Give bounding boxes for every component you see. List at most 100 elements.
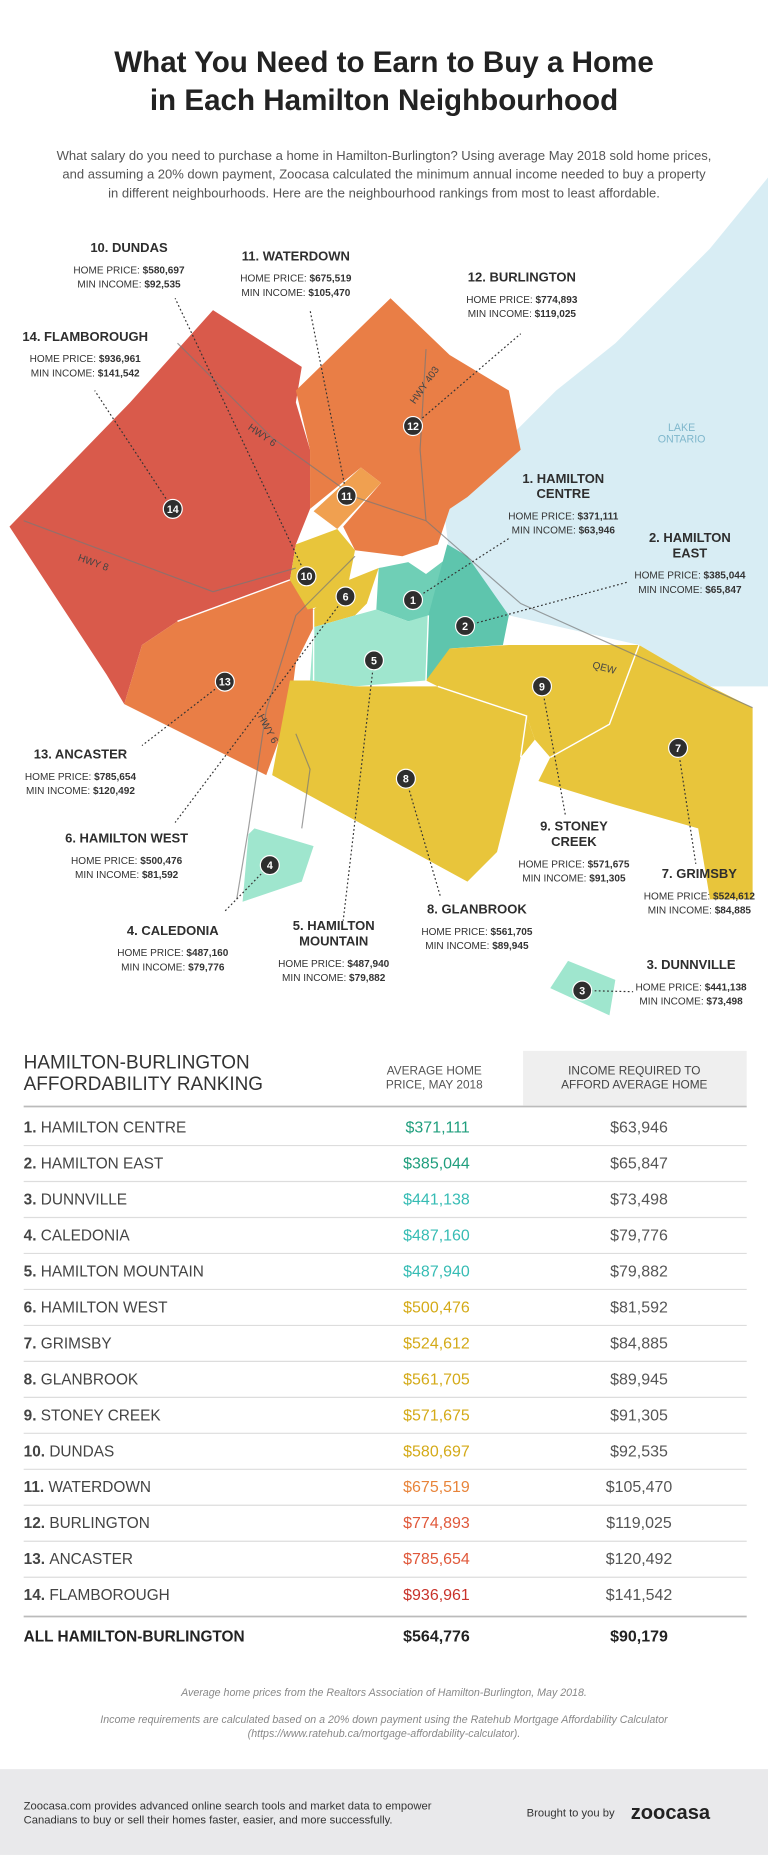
leader-line <box>541 686 567 817</box>
region-name: CREEK <box>551 834 597 849</box>
rank: 12. <box>24 1515 45 1532</box>
income-value: $63,946 <box>579 526 616 537</box>
region-name: 9. STONEY <box>540 819 608 834</box>
price-label: HOME PRICE: <box>466 295 532 306</box>
row-name: 14. FLAMBOROUGH <box>24 1587 170 1604</box>
row-income: $81,592 <box>610 1299 668 1316</box>
row-name: 8. GLANBROOK <box>24 1371 139 1388</box>
region-name: 13. ANCASTER <box>34 747 128 762</box>
income-value: $89,945 <box>492 941 529 952</box>
intro: and assuming a 20% down payment, Zoocasa… <box>62 167 706 182</box>
name: DUNDAS <box>49 1443 114 1460</box>
name: CALEDONIA <box>41 1227 131 1244</box>
price-label: HOME PRICE: <box>518 859 584 870</box>
name: FLAMBOROUGH <box>49 1587 169 1604</box>
income-label: MIN INCOME: <box>648 906 712 917</box>
marker <box>335 586 356 607</box>
region-name: 10. DUNDAS <box>90 240 168 255</box>
marker-number: 11 <box>341 491 352 503</box>
income-value: $92,535 <box>144 280 181 291</box>
region-income: MIN INCOME: $63,946 <box>512 526 616 537</box>
region-price: HOME PRICE: $561,705 <box>421 927 533 938</box>
price-label: HOME PRICE: <box>644 891 710 902</box>
rank: 3. <box>24 1191 37 1208</box>
row-price: $675,519 <box>403 1479 470 1496</box>
row-name: 6. HAMILTON WEST <box>24 1299 168 1316</box>
leader-line <box>174 297 308 577</box>
price-value: $371,111 <box>577 512 618 523</box>
income-label: MIN INCOME: <box>425 941 489 952</box>
row-name: 5. HAMILTON MOUNTAIN <box>24 1263 204 1280</box>
income-value: $79,776 <box>188 962 225 973</box>
marker <box>259 855 280 876</box>
region-price: HOME PRICE: $524,612 <box>644 891 756 902</box>
price-label: HOME PRICE: <box>117 948 183 959</box>
income-value: $65,847 <box>705 585 742 596</box>
income-label: MIN INCOME: <box>282 973 346 984</box>
rank: 14. <box>24 1587 45 1604</box>
lake-label: LAKE <box>668 422 695 434</box>
region-hamilton-mountain <box>310 609 429 687</box>
rank: 4. <box>24 1227 37 1244</box>
price-label: HOME PRICE: <box>421 927 487 938</box>
row-income: $65,847 <box>610 1155 668 1172</box>
roads <box>23 342 753 900</box>
income-header-bg <box>523 1050 747 1106</box>
price-label: HOME PRICE: <box>71 856 137 867</box>
row-income: $79,882 <box>610 1263 668 1280</box>
income-value: $141,542 <box>98 368 140 379</box>
name: BURLINGTON <box>49 1515 150 1532</box>
region-price: HOME PRICE: $500,476 <box>71 856 183 867</box>
marker <box>531 676 553 697</box>
region-income: MIN INCOME: $79,776 <box>121 962 225 973</box>
row-income: $92,535 <box>610 1443 668 1460</box>
note: Income requirements are calculated based… <box>100 1714 668 1726</box>
row-name: 2. HAMILTON EAST <box>24 1155 164 1172</box>
price-value: $487,160 <box>186 948 228 959</box>
lake-label: ONTARIO <box>658 434 706 446</box>
region-price: HOME PRICE: $675,519 <box>240 274 352 285</box>
region-income: MIN INCOME: $79,882 <box>282 973 386 984</box>
marker-number: 2 <box>462 621 468 633</box>
marker <box>572 980 593 1001</box>
region-price: HOME PRICE: $441,138 <box>636 983 748 994</box>
note: (https://www.ratehub.ca/mortgage-afforda… <box>248 1728 521 1740</box>
intro: What salary do you need to purchase a ho… <box>57 148 712 163</box>
row-price: $441,138 <box>403 1191 470 1208</box>
row-income: $73,498 <box>610 1191 668 1208</box>
price-value: $385,044 <box>704 571 746 582</box>
marker-number: 4 <box>267 860 273 872</box>
brought-by: Brought to you by <box>527 1807 615 1819</box>
region-name: 14. FLAMBOROUGH <box>22 329 148 344</box>
region-name: CENTRE <box>537 486 591 501</box>
price-value: $936,961 <box>99 354 141 365</box>
income-value: $81,592 <box>142 870 179 881</box>
note: Average home prices from the Realtors As… <box>180 1687 587 1699</box>
row-name: 12. BURLINGTON <box>24 1515 150 1532</box>
marker-number: 3 <box>579 985 585 997</box>
region-name: MOUNTAIN <box>299 934 368 949</box>
lake <box>443 177 768 687</box>
row-price: $936,961 <box>403 1587 470 1604</box>
row-income: $89,945 <box>610 1371 668 1388</box>
row-name: 11. WATERDOWN <box>24 1479 151 1496</box>
income-label: MIN INCOME: <box>468 309 532 320</box>
row-income: $79,776 <box>610 1227 668 1244</box>
marker-number: 10 <box>301 571 313 583</box>
region-income: MIN INCOME: $65,847 <box>638 585 742 596</box>
region-name: 11. WATERDOWN <box>242 248 350 263</box>
row-price: $580,697 <box>403 1443 470 1460</box>
region-income: MIN INCOME: $81,592 <box>75 870 179 881</box>
region-grimsby <box>538 644 753 900</box>
region-income: MIN INCOME: $119,025 <box>468 309 577 320</box>
marker-number: 5 <box>371 655 377 667</box>
region-price: HOME PRICE: $487,940 <box>278 959 390 970</box>
leader-line <box>464 581 628 627</box>
marker <box>214 671 235 692</box>
marker <box>668 737 689 758</box>
price-value: $487,940 <box>347 959 389 970</box>
marker-number: 8 <box>403 774 409 786</box>
row-income: $63,946 <box>610 1120 668 1137</box>
